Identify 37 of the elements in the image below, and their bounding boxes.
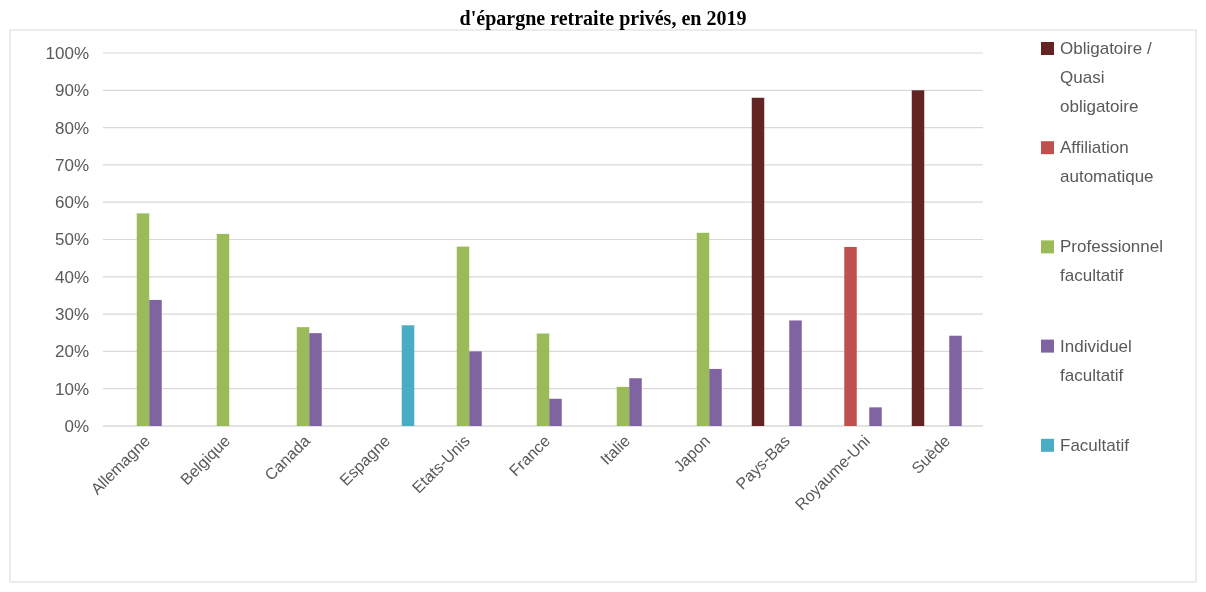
bar xyxy=(616,386,630,426)
y-tick-label: 30% xyxy=(54,305,89,325)
y-tick-label: 60% xyxy=(54,193,89,213)
bar xyxy=(401,325,415,426)
legend-label: Individuel facultatif xyxy=(1060,336,1132,385)
bar xyxy=(789,320,802,426)
y-tick-label: 100% xyxy=(45,43,89,63)
bar xyxy=(296,327,310,426)
bar xyxy=(469,351,482,426)
bar xyxy=(549,398,562,426)
bar xyxy=(456,246,470,426)
y-tick-label: 10% xyxy=(54,379,89,399)
y-tick-label: 70% xyxy=(54,155,89,175)
legend-label: Obligatoire / Quasi obligatoire xyxy=(1060,38,1152,116)
bar xyxy=(629,378,642,426)
bar xyxy=(696,232,710,426)
bar xyxy=(536,333,550,426)
bar xyxy=(949,335,962,426)
bar xyxy=(751,97,765,426)
chart-title: d'épargne retraite privés, en 2019 xyxy=(459,7,747,30)
bar xyxy=(844,246,857,426)
bar xyxy=(149,299,162,426)
legend-label: Professionnel facultatif xyxy=(1060,237,1164,286)
y-tick-label: 20% xyxy=(54,342,89,362)
y-tick-label: 90% xyxy=(54,81,89,101)
bar xyxy=(911,90,925,426)
y-tick-label: 0% xyxy=(64,416,89,436)
bar xyxy=(136,213,150,426)
legend-label: Facultatif xyxy=(1060,435,1130,455)
bar xyxy=(216,233,230,426)
y-tick-label: 40% xyxy=(54,267,89,287)
y-tick-label: 50% xyxy=(54,230,89,250)
bar xyxy=(869,407,882,426)
y-tick-label: 80% xyxy=(54,118,89,138)
legend-label: Affiliation automatique xyxy=(1060,138,1154,187)
bar xyxy=(309,333,322,426)
bar xyxy=(709,368,722,426)
